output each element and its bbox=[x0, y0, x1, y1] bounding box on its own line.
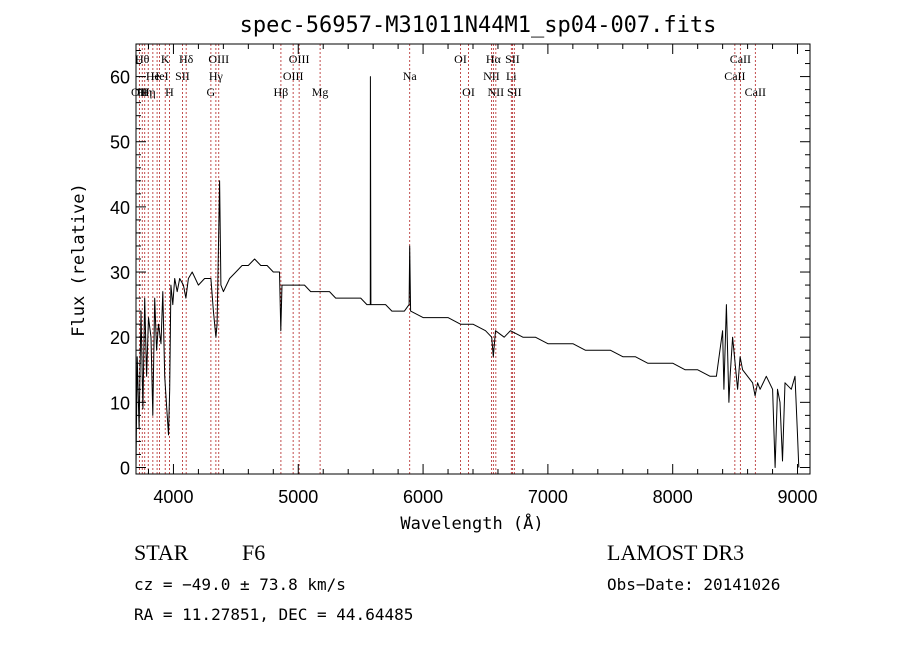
spectral-line-label-11: G bbox=[207, 85, 216, 99]
spectral-line-label-6: HeI bbox=[151, 69, 169, 83]
object-class: STAR bbox=[134, 540, 189, 565]
obs-date-text: Obs−Date: 20141026 bbox=[607, 575, 780, 594]
spectral-line-label-25: SII bbox=[505, 52, 520, 66]
spectral-line-label-8: H bbox=[165, 85, 174, 99]
x-tick-label-3: 7000 bbox=[528, 487, 568, 507]
y-tick-label-5: 50 bbox=[110, 133, 130, 153]
survey-name: LAMOST DR3 bbox=[607, 540, 744, 565]
x-tick-label-4: 8000 bbox=[653, 487, 693, 507]
spectral-line-label-12: Hγ bbox=[209, 69, 224, 83]
series-layer bbox=[135, 76, 800, 468]
x-tick-label-5: 9000 bbox=[777, 487, 817, 507]
y-tick-label-0: 0 bbox=[120, 458, 130, 478]
spectral-line-label-15: OIII bbox=[283, 69, 304, 83]
plot-frame bbox=[135, 43, 811, 475]
x-axis-label: Wavelength (Å) bbox=[400, 512, 543, 534]
spectral-line-label-22: Hα bbox=[486, 52, 502, 66]
y-tick-label-2: 20 bbox=[110, 328, 130, 348]
spectral-line-label-10: Hδ bbox=[179, 52, 194, 66]
spectral-line-label-26: SII bbox=[507, 85, 522, 99]
spectral-line-label-18: Na bbox=[403, 69, 418, 83]
x-tick-label-0: 4000 bbox=[153, 487, 193, 507]
spectral-line-label-17: Mg bbox=[312, 85, 329, 99]
spectral-line-label-4: He bbox=[146, 69, 160, 83]
spectral-line-label-23: NII bbox=[488, 85, 505, 99]
axis-ticks: 4000 5000 6000 7000 8000 9000 0 10 20 30 40 50 60 bbox=[110, 44, 818, 507]
spectral-line-label-2: Hη bbox=[137, 85, 152, 99]
coords-text: RA = 11.27851, DEC = 44.64485 bbox=[134, 605, 413, 624]
spectral-line-label-28: CaII bbox=[730, 52, 751, 66]
spectral-line-label-7: K bbox=[161, 52, 170, 66]
spectral-line-label-16: OIII bbox=[289, 52, 310, 66]
spectral-line-labels: OIIHθHηHηHeHeIKHSIIHδGHγOIIIHβOIIIOIIIMg… bbox=[131, 52, 766, 99]
spectral-line-label-20: OI bbox=[462, 85, 475, 99]
y-tick-label-3: 30 bbox=[110, 263, 130, 283]
series-0-line bbox=[135, 76, 800, 468]
spectral-line-label-29: CaII bbox=[745, 85, 766, 99]
spectral-line-label-27: CaII bbox=[724, 69, 745, 83]
spectral-line-label-19: OI bbox=[454, 52, 467, 66]
x-tick-label-1: 5000 bbox=[278, 487, 318, 507]
spectral-line-markers bbox=[138, 44, 756, 474]
spectral-line-label-3: Hη bbox=[141, 85, 156, 99]
y-axis-label: Flux (relative) bbox=[69, 183, 89, 337]
spectral-line-label-9: SII bbox=[175, 69, 190, 83]
spectral-line-label-1: Hθ bbox=[135, 52, 150, 66]
chart-title: spec-56957-M31011N44M1_sp04-007.fits bbox=[240, 13, 717, 38]
y-tick-label-1: 10 bbox=[110, 393, 130, 413]
y-tick-label-6: 60 bbox=[110, 68, 130, 88]
spectral-line-label-13: OIII bbox=[208, 52, 229, 66]
y-tick-label-4: 40 bbox=[110, 198, 130, 218]
spectral-line-label-21: NII bbox=[483, 69, 500, 83]
redshift-text: cz = −49.0 ± 73.8 km/s bbox=[134, 575, 346, 594]
spectral-line-label-14: Hβ bbox=[274, 85, 289, 99]
object-subclass: F6 bbox=[242, 540, 265, 565]
spectral-line-label-0: OII bbox=[131, 85, 148, 99]
spectral-line-label-24: Li bbox=[506, 69, 517, 83]
x-tick-label-2: 6000 bbox=[403, 487, 443, 507]
